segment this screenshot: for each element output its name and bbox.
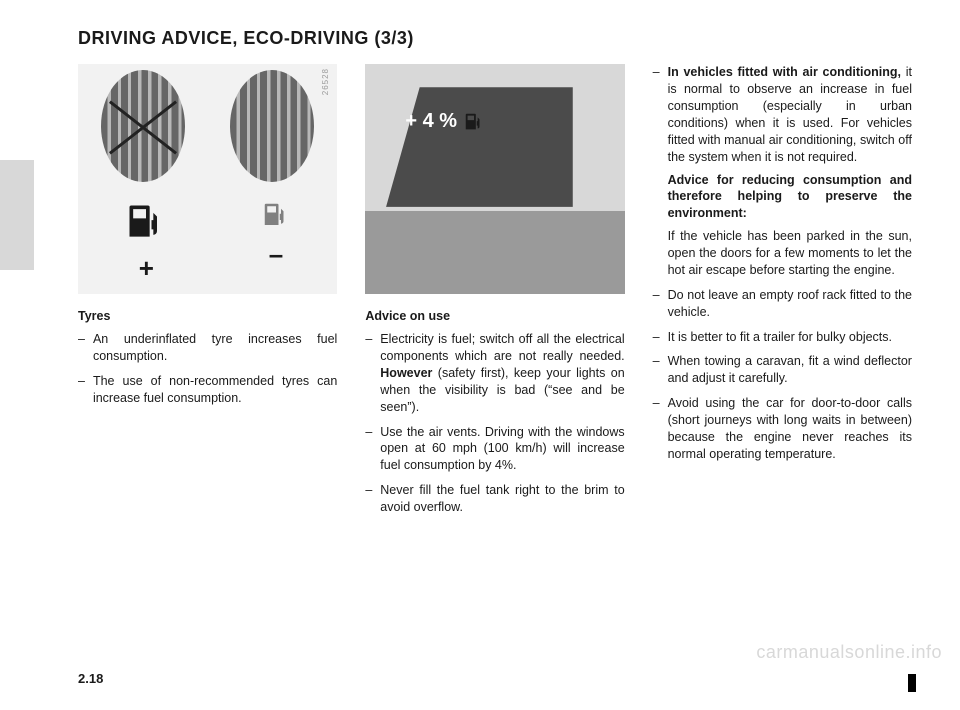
ac-lead-text: In vehicles fitted with air conditioning… (668, 65, 912, 163)
tyres-list: An underinflated tyre increases fuel con… (78, 331, 337, 407)
side-tab (0, 160, 34, 270)
list-item: Never fill the fuel tank right to the br… (380, 482, 624, 516)
column-2: 31077 + 4 % Advice on use Electricity is… (365, 64, 624, 524)
plus-4-text: + 4 % (405, 108, 457, 135)
page-title: DRIVING ADVICE, ECO-DRIVING (3/3) (78, 26, 912, 50)
env-advice-heading: Advice for reducing consumption and ther… (668, 172, 912, 223)
car-window-illustration: + 4 % (365, 64, 624, 294)
list-item: The use of non-recommended tyres can inc… (93, 373, 337, 407)
plus-sign: + (124, 251, 168, 286)
tyre-good (230, 70, 314, 182)
fuel-pump-icon (124, 200, 168, 244)
page-number: 2.18 (78, 670, 103, 688)
col3-list: In vehicles fitted with air conditioning… (653, 64, 912, 462)
list-item: Electricity is fuel; switch off all the … (380, 331, 624, 415)
corner-mark (908, 674, 916, 692)
list-item: Avoid using the car for door-to-door cal… (668, 395, 912, 463)
column-1: 26528 + (78, 64, 337, 524)
tyres-heading: Tyres (78, 308, 337, 325)
advice-list: Electricity is fuel; switch off all the … (365, 331, 624, 516)
list-item: When towing a caravan, fit a wind deflec… (668, 353, 912, 387)
list-item: Use the air vents. Driving with the wind… (380, 424, 624, 475)
list-item: Do not leave an empty roof rack fitted t… (668, 287, 912, 321)
list-item: In vehicles fitted with air conditioning… (668, 64, 912, 279)
list-item: It is better to fit a trailer for bulky … (668, 329, 912, 346)
minus-sign: – (261, 237, 291, 272)
fuel-pump-small: – (261, 200, 291, 286)
column-3: In vehicles fitted with air conditioning… (653, 64, 912, 524)
env-advice-body: If the vehicle has been parked in the su… (668, 228, 912, 279)
columns: 26528 + (78, 64, 912, 524)
plus-4-overlay: + 4 % (405, 108, 485, 135)
advice-heading: Advice on use (365, 308, 624, 325)
watermark: carmanualsonline.info (756, 640, 942, 664)
list-item: An underinflated tyre increases fuel con… (93, 331, 337, 365)
fuel-pump-icon (463, 111, 485, 133)
fuel-pump-icon (261, 200, 291, 230)
manual-page: DRIVING ADVICE, ECO-DRIVING (3/3) 26528 (0, 0, 960, 710)
fuel-pump-large: + (124, 200, 168, 286)
figure-window: 31077 + 4 % (365, 64, 624, 294)
figure-tyres: 26528 + (78, 64, 337, 294)
tyre-bad (101, 70, 185, 182)
figure-tyres-id: 26528 (321, 68, 332, 95)
